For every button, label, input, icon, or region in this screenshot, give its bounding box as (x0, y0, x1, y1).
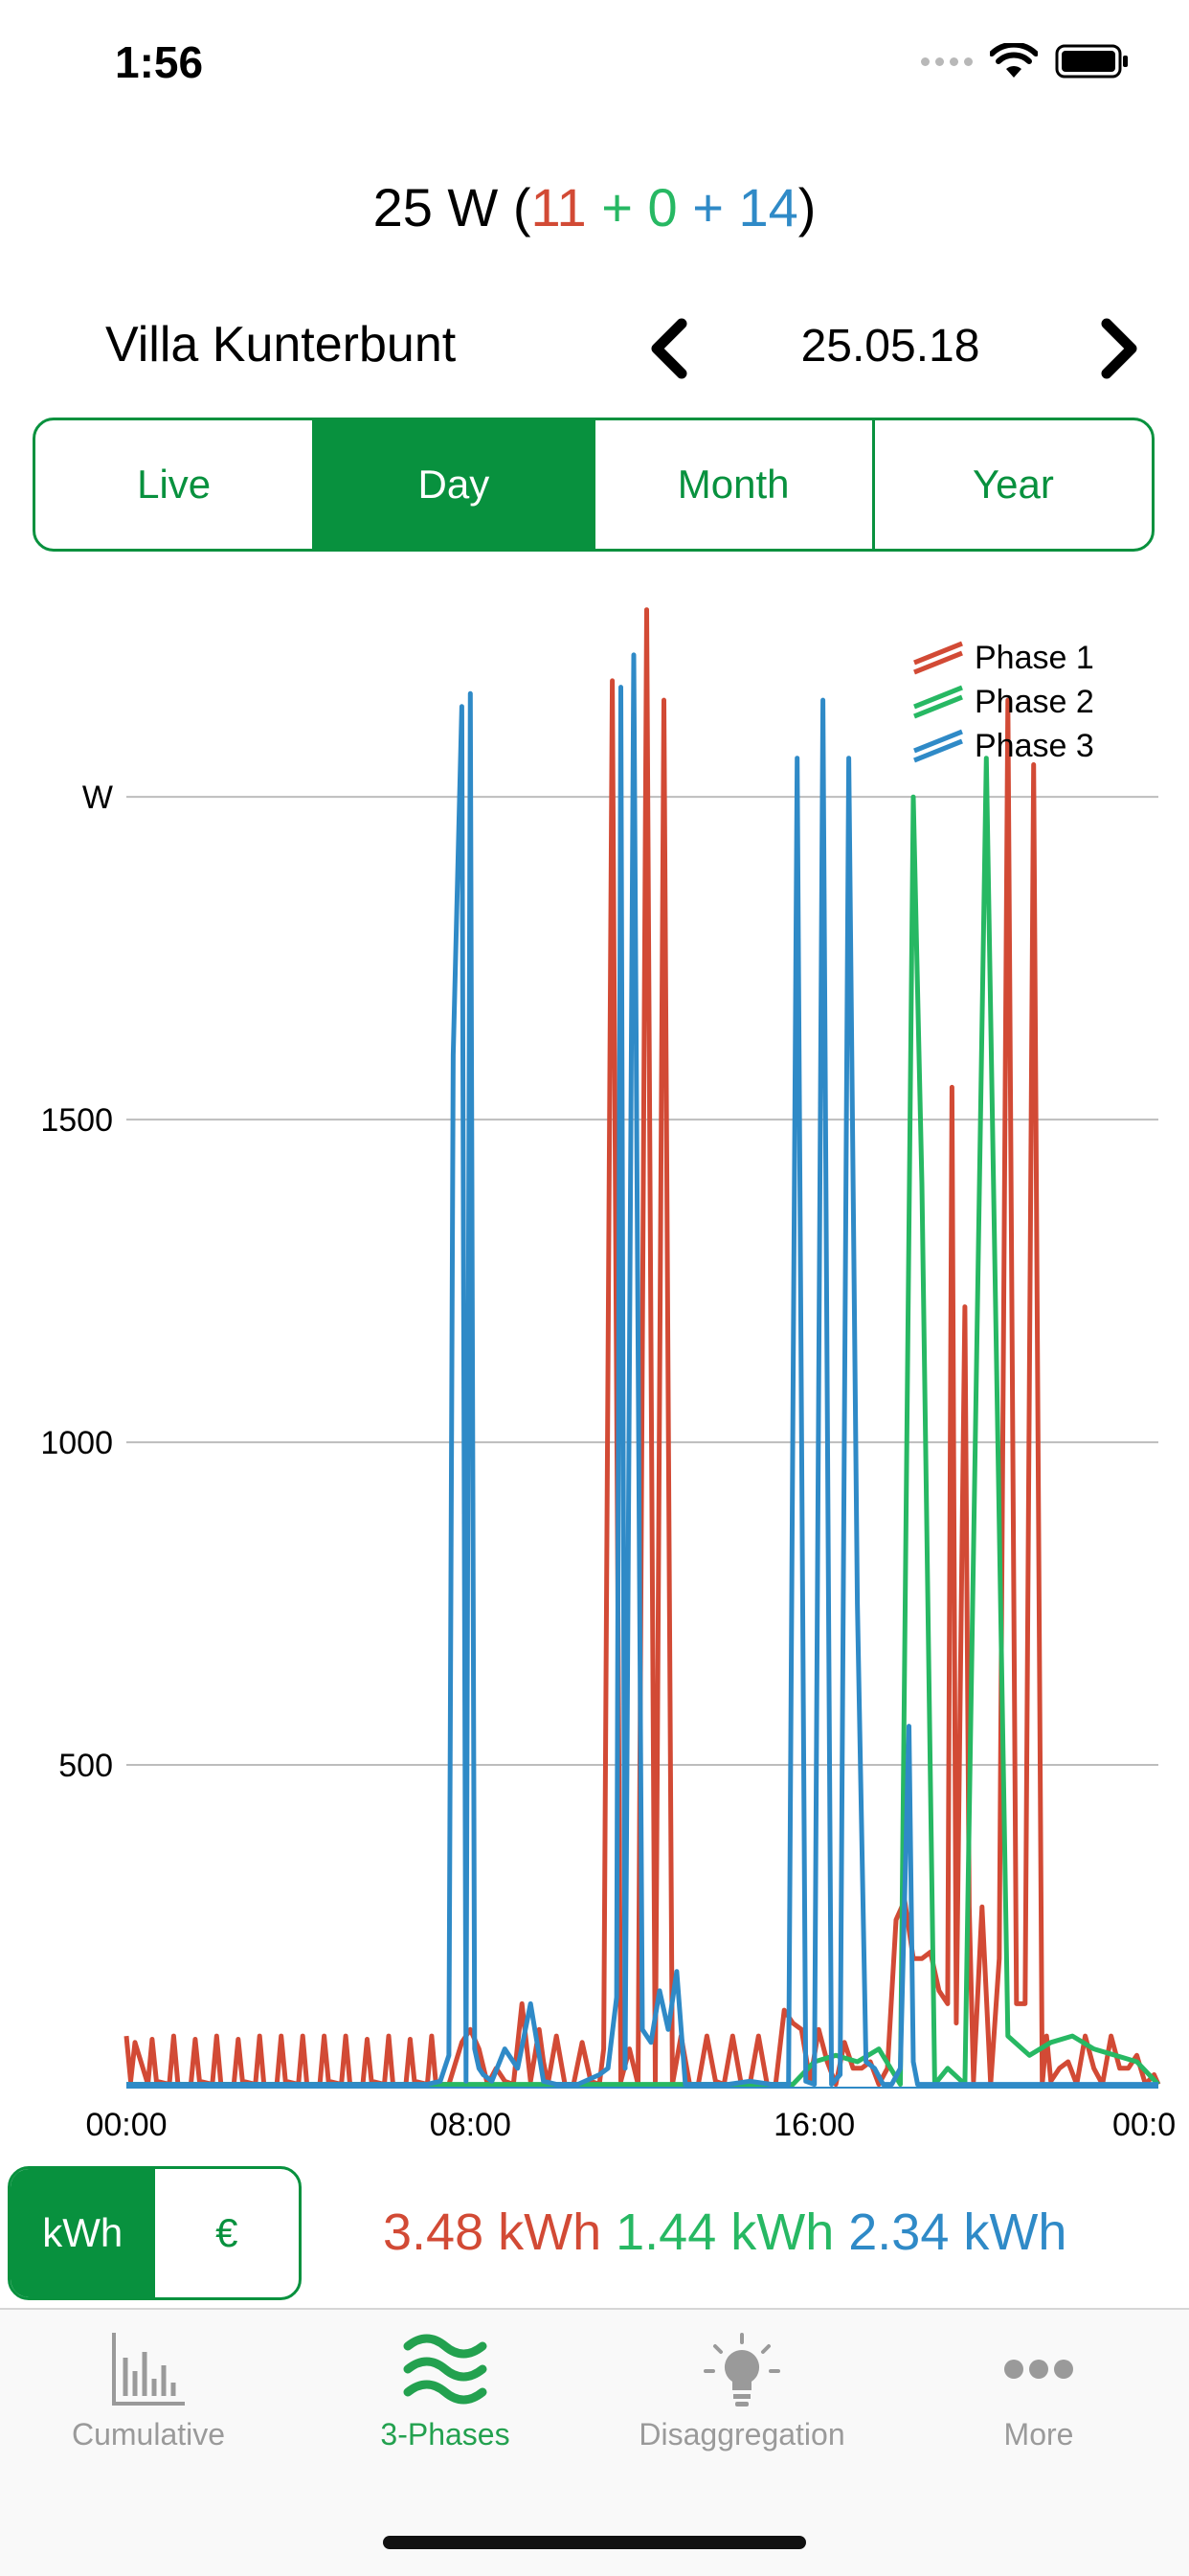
series-line-phase-3 (126, 652, 1158, 2088)
unit-toggle: kWh € (8, 2166, 302, 2300)
chevron-right-icon (1101, 318, 1137, 379)
plus-sign: + (692, 177, 724, 237)
power-phase1: 11 (530, 177, 587, 237)
y-tick-label: 1500 (40, 1102, 113, 1139)
legend-swatch (913, 685, 963, 719)
range-segmented-control: Live Day Month Year (33, 418, 1155, 552)
location-name: Villa Kunterbunt (105, 317, 457, 373)
total-phase3: 2.34 kWh (848, 2203, 1067, 2261)
waves-icon (403, 2334, 487, 2405)
signal-icon (921, 56, 973, 66)
chevron-left-icon (651, 318, 687, 379)
legend-swatch (913, 641, 963, 675)
home-indicator (383, 2536, 806, 2549)
x-tick-label: 00:00 (85, 2107, 167, 2143)
tab-3-phases[interactable]: 3-Phases (297, 2329, 594, 2452)
tab-more[interactable]: More (890, 2329, 1187, 2452)
battery-icon (1055, 44, 1128, 79)
series-line-phase-2 (126, 756, 1160, 2088)
y-tick-label: 500 (58, 1748, 113, 1784)
unit-euro[interactable]: € (215, 2210, 238, 2255)
plus-sign: + (601, 177, 633, 237)
legend-label: Phase 1 (975, 640, 1094, 676)
unit-kwh[interactable]: kWh (11, 2169, 155, 2297)
tab-month[interactable]: Month (595, 420, 875, 549)
open-paren: ( (512, 177, 531, 237)
more-icon (1004, 2360, 1073, 2379)
wifi-icon (990, 43, 1038, 78)
previous-day-button[interactable] (643, 318, 697, 379)
legend-label: Phase 2 (975, 684, 1094, 720)
close-paren: ) (797, 177, 817, 237)
y-axis-label: W (82, 780, 113, 816)
x-tick-label: 00:0 (1112, 2107, 1176, 2143)
power-phase2: 0 (647, 177, 678, 237)
lightbulb-icon (704, 2333, 780, 2407)
bar-chart-icon (112, 2333, 185, 2406)
series-line-phase-1 (123, 607, 1161, 2088)
power-phase3: 14 (738, 177, 798, 237)
tab-3-phases-label: 3-Phases (380, 2417, 510, 2452)
next-day-button[interactable] (1091, 318, 1145, 379)
status-time: 1:56 (115, 37, 204, 87)
tab-cumulative-label: Cumulative (71, 2417, 226, 2452)
tab-bar: Cumulative 3-Phases Disaggregation More (0, 2308, 1189, 2576)
x-tick-label: 08:00 (430, 2107, 511, 2143)
power-reading: 25 W (11 + 0 + 14) (0, 176, 1189, 238)
power-total: 25 W (372, 177, 499, 237)
tab-day[interactable]: Day (315, 420, 595, 549)
tab-year[interactable]: Year (972, 462, 1054, 507)
phase-power-chart: 500 1000 1500 W 00:00 08:00 16:00 00:0 Phase 1 P… (40, 607, 1176, 2143)
tab-live[interactable]: Live (35, 420, 316, 549)
tab-more-label: More (1003, 2417, 1074, 2452)
tab-disaggregation-label: Disaggregation (639, 2417, 845, 2452)
legend-swatch (913, 729, 963, 763)
total-phase2: 1.44 kWh (616, 2203, 835, 2261)
status-icons (921, 42, 1130, 80)
tab-disaggregation[interactable]: Disaggregation (594, 2329, 890, 2452)
x-tick-label: 16:00 (774, 2107, 855, 2143)
total-phase1: 3.48 kWh (383, 2203, 602, 2261)
y-tick-label: 1000 (40, 1425, 113, 1461)
legend-label: Phase 3 (975, 728, 1094, 764)
date-label[interactable]: 25.05.18 (800, 321, 980, 372)
tab-cumulative[interactable]: Cumulative (0, 2329, 297, 2452)
energy-totals: 3.48 kWh 1.44 kWh 2.34 kWh (383, 2203, 1066, 2262)
